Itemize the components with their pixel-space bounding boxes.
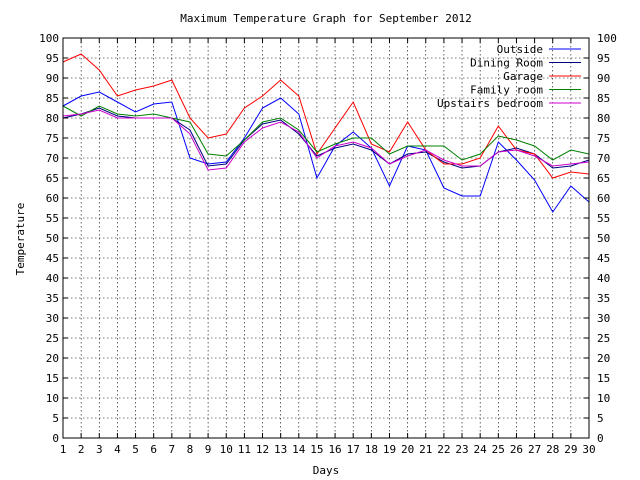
- y-tick-label: 65: [46, 172, 59, 185]
- y-tick-label-right: 75: [597, 132, 610, 145]
- x-tick-label: 30: [582, 443, 595, 456]
- series-line-family-room: [62, 105, 590, 161]
- y-tick-label: 5: [52, 412, 59, 425]
- grid: [63, 38, 589, 438]
- y-tick-label: 10: [46, 392, 59, 405]
- x-tick-label: 12: [256, 443, 269, 456]
- x-tick-label: 23: [455, 443, 468, 456]
- x-tick-label: 24: [474, 443, 488, 456]
- x-tick-label: 27: [528, 443, 541, 456]
- y-tick-label: 25: [46, 332, 59, 345]
- legend-label: Outside: [497, 43, 543, 56]
- series-line-outside: [62, 91, 590, 213]
- legend-label: Family room: [470, 84, 543, 97]
- legend-label: Dining Room: [470, 57, 543, 70]
- x-tick-label: 15: [310, 443, 323, 456]
- y-tick-label-right: 70: [597, 152, 610, 165]
- x-tick-label: 2: [78, 443, 85, 456]
- x-tick-label: 9: [205, 443, 212, 456]
- y-tick-label-right: 100: [597, 32, 617, 45]
- x-tick-label: 28: [546, 443, 559, 456]
- y-tick-label: 80: [46, 112, 59, 125]
- y-tick-label-right: 5: [597, 412, 604, 425]
- x-tick-label: 19: [383, 443, 396, 456]
- y-tick-label: 30: [46, 312, 59, 325]
- axis-ticks: [62, 37, 590, 439]
- y-tick-label: 75: [46, 132, 59, 145]
- x-tick-label: 21: [419, 443, 432, 456]
- y-tick-label-right: 30: [597, 312, 610, 325]
- x-tick-label: 1: [60, 443, 67, 456]
- x-tick-label: 17: [347, 443, 360, 456]
- x-tick-label: 3: [96, 443, 103, 456]
- y-tick-label: 35: [46, 292, 59, 305]
- y-tick-label-right: 35: [597, 292, 610, 305]
- legend-label: Garage: [503, 70, 543, 83]
- series-line-dining-room: [62, 107, 590, 169]
- x-tick-label: 16: [328, 443, 341, 456]
- y-tick-label-right: 55: [597, 212, 610, 225]
- x-tick-label: 6: [150, 443, 157, 456]
- y-tick-label: 50: [46, 232, 59, 245]
- x-tick-label: 10: [220, 443, 233, 456]
- x-tick-label: 25: [492, 443, 505, 456]
- y-tick-label-right: 0: [597, 432, 604, 445]
- y-tick-label: 40: [46, 272, 59, 285]
- x-tick-label: 14: [292, 443, 306, 456]
- x-tick-label: 5: [132, 443, 139, 456]
- y-tick-label-right: 90: [597, 72, 610, 85]
- y-tick-label-right: 15: [597, 372, 610, 385]
- y-tick-label: 55: [46, 212, 59, 225]
- y-tick-label-right: 50: [597, 232, 610, 245]
- x-tick-label: 8: [187, 443, 194, 456]
- y-tick-label-right: 95: [597, 52, 610, 65]
- y-tick-label: 0: [52, 432, 59, 445]
- y-tick-label-right: 65: [597, 172, 610, 185]
- y-tick-label: 100: [39, 32, 59, 45]
- y-tick-label-right: 10: [597, 392, 610, 405]
- series-lines: [62, 53, 590, 213]
- x-tick-label: 13: [274, 443, 287, 456]
- y-tick-label-right: 45: [597, 252, 610, 265]
- y-tick-label: 70: [46, 152, 59, 165]
- y-tick-label-right: 60: [597, 192, 610, 205]
- x-axis-label: Days: [313, 464, 340, 477]
- series-line-garage: [62, 53, 590, 179]
- y-tick-label: 60: [46, 192, 59, 205]
- y-tick-label: 20: [46, 352, 59, 365]
- y-tick-label-right: 20: [597, 352, 610, 365]
- series-line-upstairs-bedroom: [62, 109, 590, 171]
- y-tick-label: 45: [46, 252, 59, 265]
- y-tick-label: 15: [46, 372, 59, 385]
- y-tick-label: 85: [46, 92, 59, 105]
- y-tick-label: 90: [46, 72, 59, 85]
- legend-label: Upstairs bedroom: [437, 97, 543, 110]
- y-tick-label-right: 80: [597, 112, 610, 125]
- x-tick-label: 22: [437, 443, 450, 456]
- x-tick-label: 4: [114, 443, 121, 456]
- x-tick-label: 20: [401, 443, 414, 456]
- x-tick-label: 29: [564, 443, 577, 456]
- y-tick-label-right: 85: [597, 92, 610, 105]
- y-tick-label-right: 40: [597, 272, 610, 285]
- x-tick-label: 11: [238, 443, 251, 456]
- x-tick-label: 26: [510, 443, 523, 456]
- x-tick-label: 7: [169, 443, 176, 456]
- y-tick-label: 95: [46, 52, 59, 65]
- x-tick-label: 18: [365, 443, 378, 456]
- y-axis-label: Temperature: [14, 203, 27, 276]
- y-tick-label-right: 25: [597, 332, 610, 345]
- chart-title: Maximum Temperature Graph for September …: [180, 12, 471, 25]
